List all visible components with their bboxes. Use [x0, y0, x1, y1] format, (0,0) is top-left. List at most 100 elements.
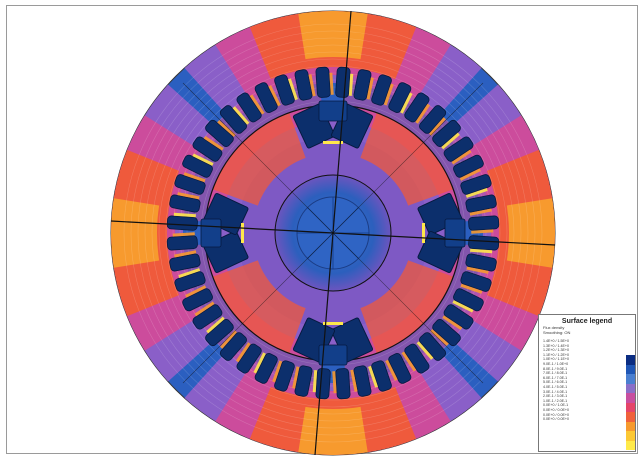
slot-body: [219, 105, 247, 134]
slot-body: [388, 353, 412, 384]
stator-slot: [350, 365, 372, 397]
flux-contour: [151, 51, 515, 415]
tooth-hotspot: [185, 285, 207, 298]
diagonal-line-2: [182, 82, 484, 384]
stator-slot: [254, 82, 281, 113]
slot-body: [315, 368, 331, 400]
slot-body: [219, 332, 247, 361]
slot-body: [453, 154, 484, 178]
legend-swatch: [626, 374, 635, 384]
slot-body: [166, 215, 198, 231]
legend-swatch: [626, 440, 635, 450]
tooth-hotspot: [465, 188, 488, 198]
slot-body: [419, 332, 447, 361]
flux-contour: [179, 79, 487, 387]
tooth-hotspot: [469, 208, 492, 216]
stator-slot: [235, 342, 262, 374]
tooth-hotspot: [368, 365, 378, 388]
surface-legend: Surface legend Flux density Smoothing: O…: [538, 314, 636, 452]
tooth-hotspot: [183, 172, 206, 183]
stator-slot: [465, 194, 497, 216]
tooth-hotspot: [232, 106, 250, 125]
legend-row: 0.0E+0 / 0.0E+0: [543, 412, 569, 417]
tooth-hotspot: [220, 330, 237, 349]
slot-body: [205, 319, 234, 347]
legend-row: 1.0E+0 / 1.1E+0: [543, 357, 569, 362]
tooth-hotspot: [329, 72, 334, 95]
stator-slot: [388, 82, 413, 114]
stator-slot: [430, 319, 461, 347]
slot-body: [460, 174, 492, 195]
slot-body: [174, 174, 206, 195]
legend-title: Surface legend: [561, 318, 613, 325]
tooth-hotspot: [471, 229, 494, 234]
stator-slot: [468, 215, 500, 234]
pole-cap: [318, 344, 348, 366]
stator-slot: [174, 268, 206, 292]
pole-cap: [318, 100, 348, 122]
stator-slot: [401, 343, 430, 374]
pole-hotspot: [422, 223, 425, 243]
slot-body: [174, 271, 206, 292]
stator-slot: [315, 66, 334, 98]
slot-body: [388, 82, 412, 113]
stator-slot: [385, 353, 412, 384]
tooth-hotspot: [288, 78, 298, 101]
stator-slot: [368, 360, 392, 392]
axis-lines: [110, 10, 556, 456]
slot-body: [404, 343, 430, 374]
tooth-hotspot: [441, 132, 460, 150]
stator-slot: [453, 154, 484, 181]
slot-body: [432, 319, 461, 347]
stator-slot: [166, 232, 198, 251]
tooth-hotspot: [429, 117, 446, 136]
tooth-hotspot: [459, 168, 481, 181]
flux-zone-peak: [111, 198, 160, 268]
tooth-hotspot: [308, 74, 316, 97]
stator-slot: [452, 288, 484, 313]
tooth-hotspot: [350, 369, 358, 392]
slot-body: [353, 69, 372, 101]
legend-swatch: [626, 421, 635, 431]
slot-body: [192, 136, 223, 162]
flux-contour: [172, 72, 494, 394]
stator-slot: [169, 192, 201, 213]
slot-body: [353, 365, 372, 397]
legend-color-bar: [626, 355, 635, 450]
stator-slot: [353, 69, 374, 101]
tooth-hotspot: [366, 77, 374, 100]
slot-body: [236, 343, 262, 374]
pole: [292, 100, 374, 149]
stator-slot: [236, 92, 265, 123]
stator-slot: [432, 119, 461, 150]
pole-hotspot: [241, 223, 244, 243]
tooth-hotspot: [312, 370, 318, 393]
slot-body: [315, 66, 331, 98]
slot-body: [443, 136, 474, 162]
legend-row: 1.1E+0 / 1.2E+0: [543, 352, 569, 357]
legend-row: 4.0E-1 / 5.0E-1: [543, 384, 568, 389]
tooth-hotspot: [451, 149, 472, 165]
slot-body: [404, 92, 430, 123]
stator-slot: [460, 174, 492, 198]
tooth-hotspot: [177, 192, 200, 200]
stator-slot: [419, 105, 447, 136]
slot-body: [453, 288, 484, 312]
pole-hotspot: [323, 322, 343, 325]
stator-slot: [404, 92, 431, 124]
legend-swatch: [626, 355, 635, 365]
tooth-hotspot: [192, 153, 214, 166]
pole-cap: [444, 218, 466, 248]
legend-row: 6.0E-1 / 7.0E-1: [543, 375, 568, 380]
slot-body: [254, 82, 278, 113]
tooth-hotspot: [400, 92, 413, 114]
stator-slot: [205, 119, 236, 147]
stator-slot: [468, 235, 500, 254]
tooth-hotspot: [332, 371, 337, 394]
legend-rows: 1.4E+0 / 1.5E+0 1.3E+0 / 1.4E+0 1.2E+0 / 1…: [543, 339, 623, 422]
stator-slot: [416, 332, 447, 361]
stator-slot: [219, 330, 247, 361]
slot-body: [274, 74, 295, 106]
slot-body: [335, 368, 351, 400]
slot-body: [465, 253, 497, 272]
